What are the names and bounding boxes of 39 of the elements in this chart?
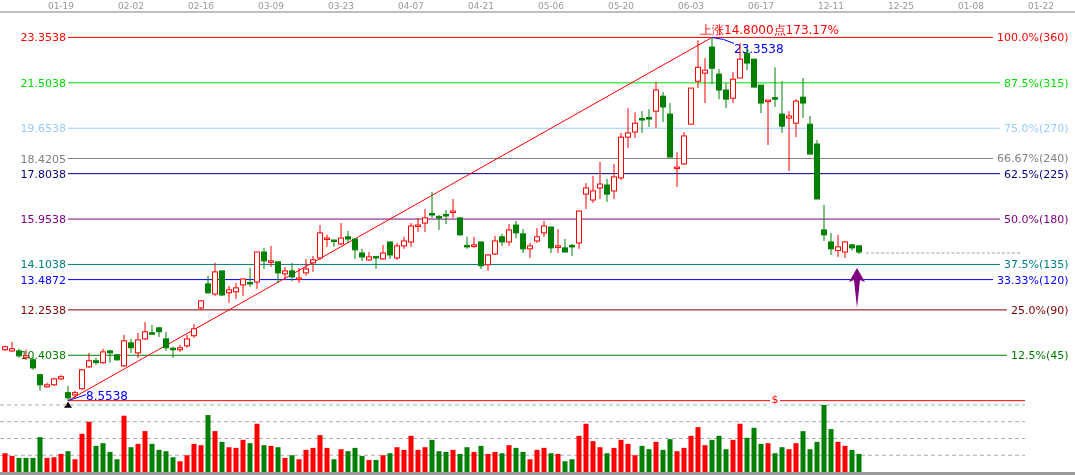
y-tick-label: 19.6538 (20, 122, 66, 136)
ref-line-label: 25.0%(90) (1010, 303, 1069, 317)
x-tick-label: 12-11 (817, 1, 845, 11)
x-tick-label: 01-22 (1027, 1, 1055, 11)
ref-line-label: 37.5%(135) (1003, 258, 1069, 272)
x-tick-label: 04-21 (467, 1, 495, 11)
x-tick-label: 04-07 (397, 1, 425, 11)
x-tick-label: 01-19 (47, 1, 75, 11)
x-tick-label: 03-23 (327, 1, 355, 11)
y-tick-label: 18.4205 (20, 152, 66, 166)
y-tick-label: 15.9538 (20, 213, 66, 227)
y-tick-label: 21.5038 (20, 76, 66, 90)
ref-line-label: 100.0%(360) (996, 31, 1069, 45)
x-tick-label: 06-17 (747, 1, 775, 11)
ref-line-label: 75.0%(270) (1003, 122, 1069, 136)
ref-line-label: 50.0%(180) (1003, 213, 1069, 227)
annotation: 8.5538 (86, 388, 128, 403)
x-tick-label: 06-03 (677, 1, 705, 11)
x-tick-label: 02-16 (187, 1, 215, 11)
y-tick-label: 10.4038 (20, 349, 66, 363)
annotation: 上涨14.8000点173.17% (700, 23, 840, 38)
ref-line-label: 12.5%(45) (1010, 349, 1069, 363)
x-tick-label: 02-02 (117, 1, 145, 11)
annotation: $ (771, 393, 779, 406)
y-tick-label: 12.2538 (20, 303, 66, 317)
y-tick-label: 17.8038 (20, 167, 66, 181)
annotation: 23.3538 (734, 42, 784, 57)
x-tick-label: 01-08 (957, 1, 985, 11)
y-tick-label: 23.3538 (20, 31, 66, 45)
x-tick-label: 12-25 (887, 1, 915, 11)
ref-line-label: 66.67%(240) (996, 152, 1069, 166)
ref-line-label: 87.5%(315) (1003, 76, 1069, 90)
x-tick-label: 05-06 (537, 1, 565, 11)
x-tick-label: 03-09 (257, 1, 285, 11)
y-tick-label: 14.1038 (20, 258, 66, 272)
ref-line-label: 62.5%(225) (1003, 167, 1069, 181)
x-tick-label: 05-20 (607, 1, 635, 11)
ref-line-label: 33.33%(120) (996, 273, 1069, 287)
y-tick-label: 13.4872 (20, 273, 66, 287)
